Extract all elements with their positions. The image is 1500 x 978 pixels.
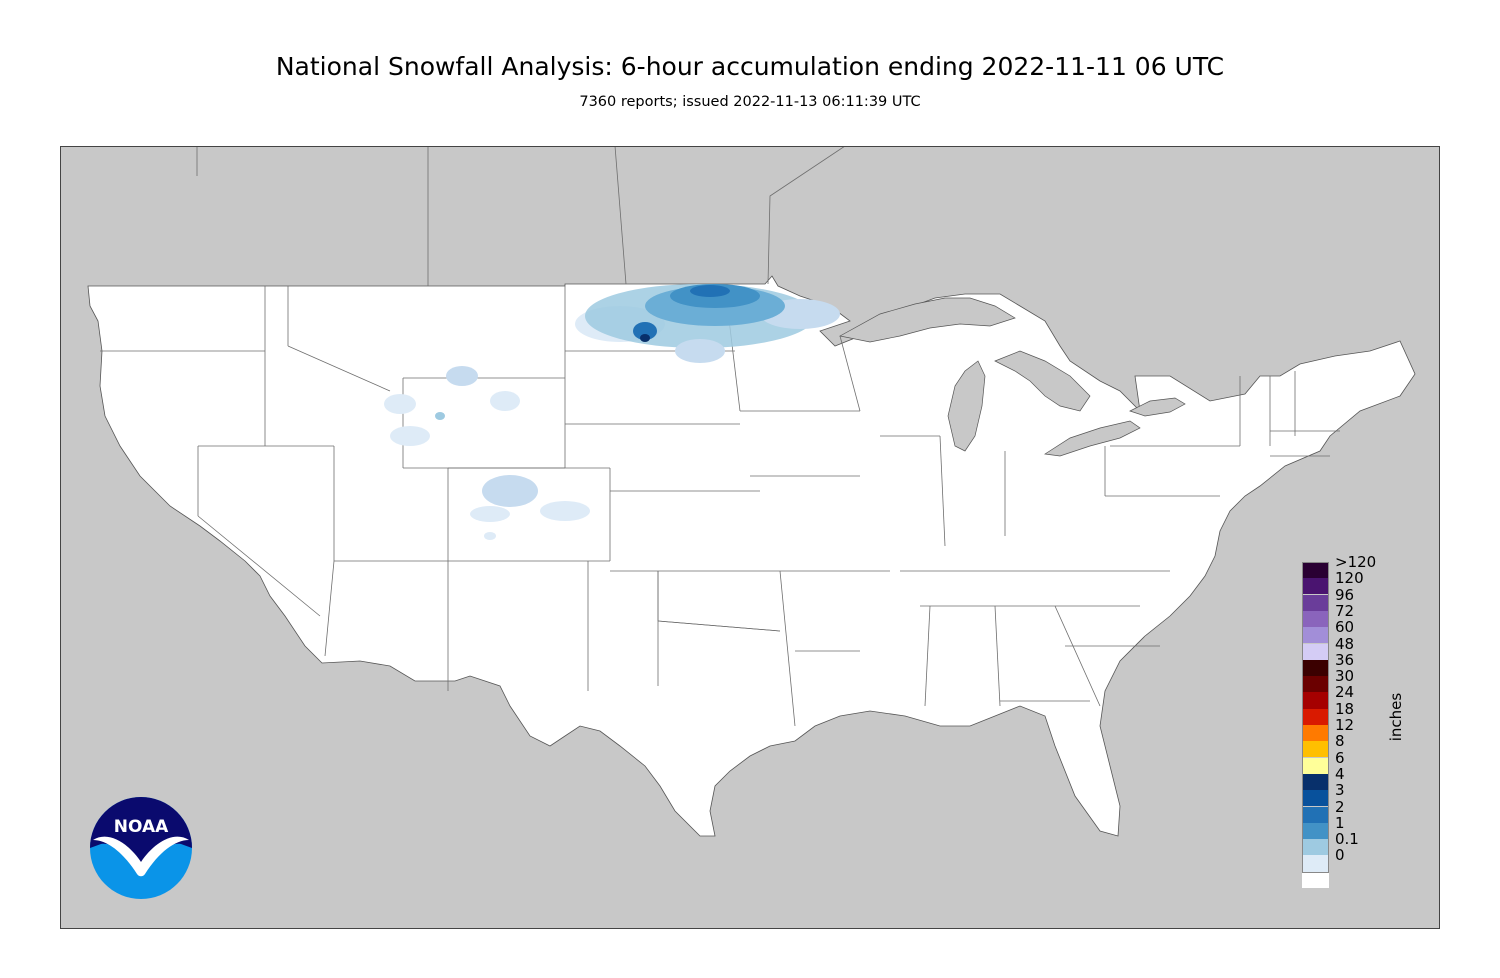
legend-label: 2	[1335, 797, 1345, 816]
legend-label: 60	[1335, 618, 1355, 637]
legend-label: 8	[1335, 732, 1345, 751]
snowfall-map	[60, 146, 1440, 929]
conus-land	[87, 275, 1416, 837]
lake-superior	[838, 297, 1016, 343]
legend-swatch	[1302, 757, 1329, 774]
legend-label: 120	[1335, 569, 1364, 588]
legend-label: 3	[1335, 781, 1345, 800]
legend-swatch	[1302, 773, 1329, 791]
map-frame	[60, 146, 1440, 929]
legend-swatch	[1302, 676, 1329, 693]
map-subtitle: 7360 reports; issued 2022-11-13 06:11:39…	[579, 94, 921, 110]
legend-label: 18	[1335, 699, 1355, 718]
noaa-logo: NOAA	[90, 797, 192, 899]
legend-units-label: inches	[1387, 692, 1405, 742]
lake-erie	[1044, 420, 1141, 457]
legend-label: 0.1	[1335, 830, 1359, 849]
lake-ontario	[1129, 397, 1186, 417]
legend-label: 72	[1335, 601, 1355, 620]
map-title: National Snowfall Analysis: 6-hour accum…	[275, 52, 1225, 81]
legend-swatch	[1302, 741, 1329, 758]
snowfall-patches	[384, 284, 840, 540]
legend-swatch	[1302, 643, 1329, 660]
legend-swatch	[1302, 855, 1329, 872]
legend-swatch	[1302, 708, 1329, 725]
legend-swatch	[1302, 578, 1329, 595]
legend-label: 0	[1335, 846, 1345, 865]
legend-swatch	[1302, 839, 1329, 856]
state-borders	[100, 146, 1340, 727]
legend-label: 96	[1335, 585, 1355, 604]
legend-swatch	[1302, 594, 1329, 611]
legend-swatch	[1302, 790, 1329, 807]
lake-huron	[994, 350, 1091, 412]
legend-swatch	[1302, 627, 1329, 644]
legend-swatch	[1302, 692, 1329, 709]
legend-label: 4	[1335, 764, 1345, 783]
legend-label: 30	[1335, 667, 1355, 686]
legend-swatch	[1302, 659, 1329, 676]
legend-swatch	[1302, 871, 1329, 888]
legend-label: 12	[1335, 716, 1355, 734]
svg-text:NOAA: NOAA	[114, 817, 169, 837]
legend-swatch	[1302, 806, 1329, 823]
legend-label: 6	[1335, 748, 1345, 767]
legend-swatch	[1302, 562, 1329, 579]
legend-swatch	[1302, 610, 1329, 628]
legend-label: 36	[1335, 650, 1355, 669]
legend-label: 48	[1335, 634, 1355, 653]
legend-label: >120	[1335, 553, 1377, 571]
lake-michigan	[947, 360, 986, 452]
legend-swatch	[1302, 822, 1329, 839]
legend-label: 24	[1335, 683, 1355, 702]
legend-swatch	[1302, 725, 1329, 742]
legend-label: 1	[1335, 813, 1345, 832]
